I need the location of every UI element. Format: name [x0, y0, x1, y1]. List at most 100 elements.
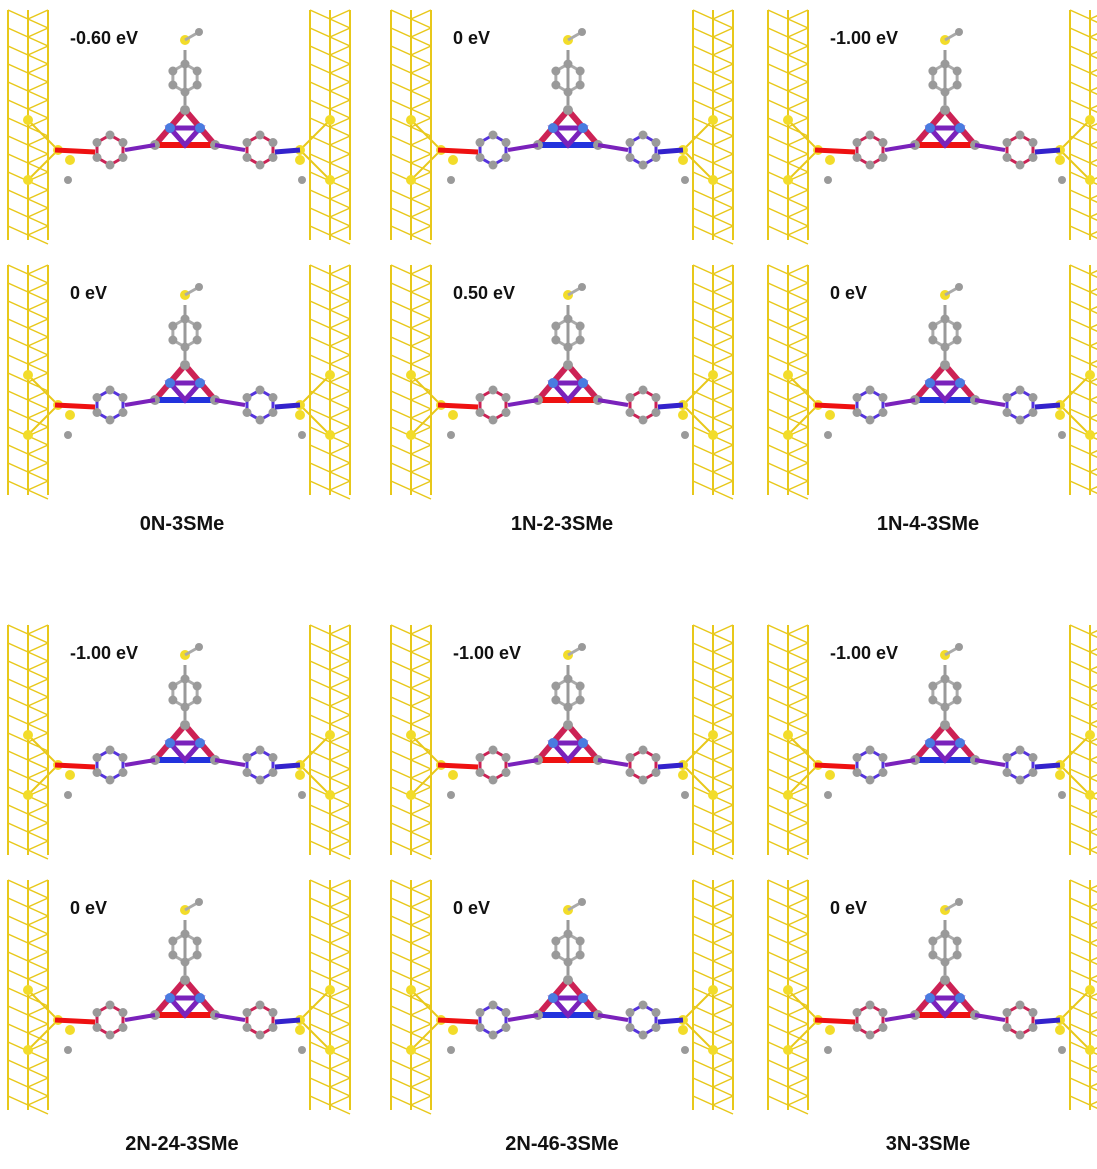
electrode-bond: [712, 162, 734, 173]
electrode-bond: [1069, 408, 1091, 419]
electrode-bond: [787, 327, 809, 338]
electrode-bond: [1069, 336, 1091, 347]
gold-atom: [325, 175, 335, 185]
electrode-bond: [27, 1032, 49, 1043]
electrode-bond: [692, 987, 714, 998]
carbon-atom: [625, 753, 635, 762]
electrode-bond: [787, 906, 809, 917]
electrode-bond: [7, 462, 29, 473]
electrode-bond: [329, 951, 351, 962]
electrode-bond: [27, 108, 49, 119]
electrode-bond: [1069, 915, 1091, 926]
carbon-atom: [852, 408, 862, 417]
electrode-bond: [787, 1014, 809, 1025]
carbon-atom: [852, 768, 862, 777]
carbon-atom: [575, 681, 585, 691]
nitrogen-atom: [578, 738, 588, 748]
electrode-bond: [692, 462, 714, 473]
electrode-bond: [7, 804, 29, 815]
electrode-bond: [27, 198, 49, 209]
carbon-atom: [1058, 176, 1066, 184]
carbon-atom: [488, 1000, 498, 1010]
electrode-bond: [410, 162, 432, 173]
carbon-atom: [952, 936, 962, 946]
gold-atom: [406, 985, 416, 995]
energy-label: 0 eV: [830, 898, 867, 918]
carbon-atom: [475, 408, 485, 417]
electrode-bond: [767, 915, 789, 926]
electrode-bond: [787, 207, 809, 218]
electrode-bond: [787, 831, 809, 842]
electrode-bond: [329, 117, 351, 128]
bond: [814, 147, 856, 155]
carbon-atom: [92, 1023, 102, 1032]
electrode-bond: [309, 153, 331, 164]
electrode-bond: [712, 924, 734, 935]
electrode-bond: [329, 336, 351, 347]
electrode-bond: [7, 696, 29, 707]
electrode-bond: [787, 81, 809, 92]
carbon-atom: [180, 59, 190, 69]
electrode-bond: [1089, 345, 1097, 350]
electrode-bond: [712, 354, 734, 365]
electrode-bond: [787, 951, 809, 962]
bond: [884, 398, 916, 407]
carbon-atom: [64, 791, 72, 799]
carbon-atom: [952, 695, 962, 705]
carbon-atom: [952, 335, 962, 345]
electrode-bond: [27, 759, 49, 770]
electrode-bond: [410, 90, 432, 101]
electrode-bond: [712, 660, 734, 671]
carbon-atom: [578, 898, 586, 906]
electrode-bond: [27, 705, 49, 716]
electrode-bond: [7, 135, 29, 146]
carbon-atom: [852, 753, 862, 762]
carbon-atom: [852, 153, 862, 162]
carbon-atom: [180, 929, 190, 939]
electrode-bond: [309, 1077, 331, 1088]
carbon-atom: [1015, 130, 1025, 140]
bond: [274, 402, 301, 410]
electrode-bond: [692, 63, 714, 74]
electrode-bond: [787, 660, 809, 671]
gold-atom: [1085, 370, 1095, 380]
electrode-bond: [1089, 633, 1097, 638]
electrode-bond: [787, 471, 809, 482]
electrode-bond: [329, 27, 351, 38]
electrode-bond: [1089, 687, 1097, 692]
carbon-atom: [255, 160, 265, 170]
electrode-bond: [787, 336, 809, 347]
gold-atom: [406, 730, 416, 740]
electrode-bond: [767, 933, 789, 944]
carbon-atom: [940, 342, 950, 352]
carbon-atom: [1015, 160, 1025, 170]
carbon-atom: [255, 130, 265, 140]
carbon-atom: [651, 393, 661, 402]
electrode-bond: [27, 822, 49, 833]
electrode-bond: [712, 453, 734, 464]
electrode-bond: [1089, 978, 1097, 983]
electrode-bond: [712, 732, 734, 743]
carbon-atom: [575, 321, 585, 331]
electrode-bond: [27, 687, 49, 698]
electrode-bond: [309, 99, 331, 110]
carbon-atom: [878, 153, 888, 162]
electrode-bond: [27, 282, 49, 293]
electrode-bond: [787, 669, 809, 680]
electrode-bond: [27, 189, 49, 200]
electrode-bond: [410, 978, 432, 989]
electrode-bond: [410, 153, 432, 164]
carbon-atom: [638, 745, 648, 755]
electrode-bond: [787, 924, 809, 935]
electrode-bond: [329, 390, 351, 401]
carbon-atom: [242, 1008, 252, 1017]
electrode-bond: [767, 897, 789, 908]
electrode-bond: [767, 408, 789, 419]
bond: [507, 143, 539, 152]
electrode-bond: [712, 813, 734, 824]
electrode-bond: [410, 363, 432, 374]
electrode-bond: [712, 759, 734, 770]
electrode-bond: [27, 489, 49, 500]
electrode-bond: [712, 696, 734, 707]
